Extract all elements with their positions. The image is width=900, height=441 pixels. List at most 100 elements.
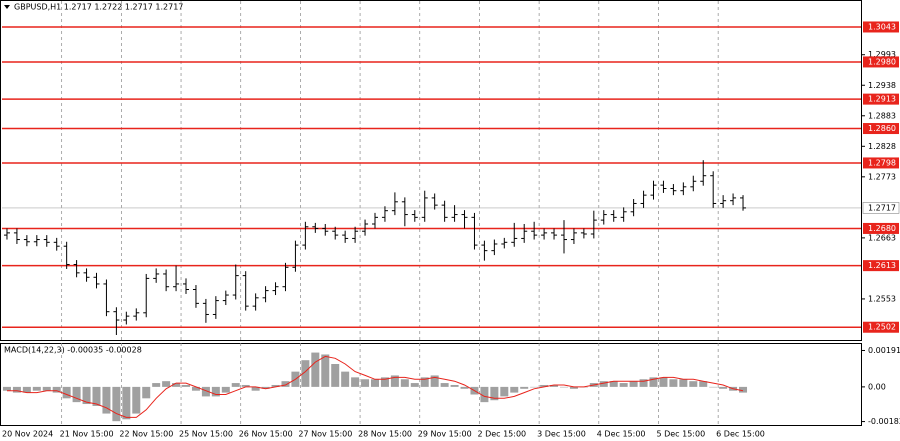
macd-bar [530,386,539,388]
macd-bar [629,381,638,387]
macd-bar [440,383,449,387]
macd-bar [400,379,409,387]
level-label: 1.2913 [868,95,896,104]
chart-title: GBPUSD,H1 1.2717 1.2722 1.2717 1.2717 [14,3,183,12]
x-tick-label: 26 Nov 15:00 [239,430,293,439]
macd-bar [510,386,519,393]
macd-bar [251,386,260,391]
macd-bar [162,381,171,387]
level-label-box [863,321,899,333]
macd-bar [52,386,61,393]
menu-icon [4,5,10,9]
macd-bar [540,384,549,387]
level-label: 1.2860 [868,124,896,133]
macd-bar [351,377,360,387]
macd-bar [609,381,618,387]
macd-bar [619,383,628,387]
macd-bar [82,386,91,405]
macd-bar [2,386,11,391]
macd-bar [569,386,578,389]
y-tick-label: 1.2993 [868,50,896,59]
macd-bar [261,386,270,389]
y-tick-label: -0.00182 [868,417,900,426]
level-label-box [863,21,899,33]
macd-bar [599,381,608,387]
macd-bar [689,381,698,387]
macd-bar [281,381,290,387]
x-tick-label: 2 Dec 15:00 [477,430,526,439]
macd-bar [152,383,161,387]
macd-title: MACD(14,22,3) -0.00035 -0.00028 [4,346,142,355]
main-panel [0,0,862,341]
level-label: 1.2502 [868,323,896,332]
macd-bar [42,386,51,391]
level-label: 1.2680 [868,224,896,233]
macd-bar [719,386,728,389]
y-tick-label: 1.2553 [868,294,896,303]
macd-bar [22,386,31,393]
macd-bar [480,386,489,403]
macd-bar [699,381,708,387]
macd-bar [659,377,668,387]
level-label-box [863,260,899,272]
macd-bar [32,386,41,391]
macd-bar [92,386,101,406]
macd-bar [311,352,320,387]
last-price-box [862,202,900,214]
x-tick-label: 27 Nov 15:00 [298,430,352,439]
last-price-label: 1.2717 [868,203,896,212]
macd-bar [390,375,399,387]
macd-bar [62,386,71,399]
macd-bar [669,379,678,387]
macd-bar [122,386,131,420]
x-tick-label: 3 Dec 15:00 [537,430,586,439]
x-tick-label: 22 Nov 15:00 [119,430,173,439]
x-tick-label: 4 Dec 15:00 [597,430,646,439]
macd-bar [550,384,559,387]
level-label-box [863,93,899,105]
macd-bar [211,386,220,397]
y-tick-label: 1.2828 [868,142,896,151]
macd-bar [520,386,529,389]
y-tick-label: 0.00 [868,382,886,391]
macd-bar [380,377,389,387]
level-label-box [863,222,899,234]
x-tick-label: 20 Nov 2024 [2,430,53,439]
macd-bar [221,386,230,393]
macd-bar [410,383,419,387]
y-tick-label: 1.2773 [868,172,896,181]
level-label-box [863,123,899,135]
macd-bar [739,386,748,393]
macd-bar [72,386,81,403]
x-tick-label: 6 Dec 15:00 [716,430,765,439]
macd-bar [420,377,429,387]
macd-bar [341,371,350,387]
x-tick-label: 5 Dec 15:00 [656,430,705,439]
macd-bar [490,386,499,401]
level-label: 1.2980 [868,57,896,66]
macd-bar [191,386,200,391]
x-tick-label: 25 Nov 15:00 [179,430,233,439]
x-tick-label: 28 Nov 15:00 [358,430,412,439]
y-tick-label: 1.2938 [868,81,896,90]
macd-bar [460,386,469,389]
macd-bar [182,384,191,387]
macd-bar [271,384,280,387]
x-tick-label: 29 Nov 15:00 [418,430,472,439]
macd-bar [371,379,379,387]
y-tick-label: 1.2883 [868,111,896,120]
macd-bar [241,384,250,387]
macd-bar [361,379,370,387]
macd-bar [172,383,181,387]
y-tick-label: 0.00191 [868,346,900,355]
level-label: 1.2613 [868,261,896,270]
macd-bar [321,354,330,387]
macd-bar [679,379,688,387]
macd-bar [301,360,310,387]
macd-bar [142,386,151,399]
macd-bar [649,377,658,387]
macd-bar [500,386,509,397]
y-tick-label: 1.2663 [868,233,896,242]
signal-line [7,355,744,418]
